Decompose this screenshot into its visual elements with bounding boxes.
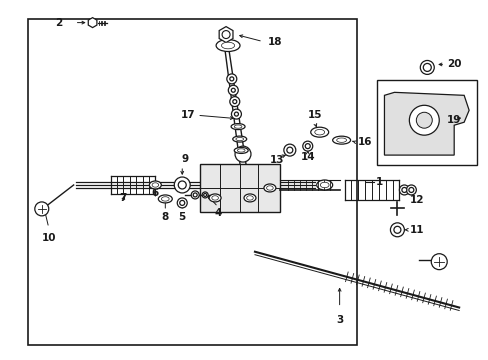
Ellipse shape	[152, 183, 158, 187]
Circle shape	[415, 112, 431, 128]
Ellipse shape	[234, 148, 248, 153]
Circle shape	[232, 100, 236, 104]
Text: 4: 4	[214, 208, 222, 218]
Ellipse shape	[314, 130, 324, 135]
Circle shape	[229, 96, 239, 107]
Circle shape	[222, 31, 229, 39]
Text: 6: 6	[151, 188, 159, 198]
Text: 10: 10	[41, 233, 56, 243]
Circle shape	[389, 223, 404, 237]
Ellipse shape	[235, 138, 243, 141]
Circle shape	[178, 181, 186, 189]
Polygon shape	[88, 18, 97, 28]
Ellipse shape	[336, 138, 346, 142]
Polygon shape	[384, 92, 468, 155]
Ellipse shape	[209, 194, 221, 202]
Text: 5: 5	[178, 212, 185, 222]
Text: 19: 19	[447, 115, 461, 125]
Circle shape	[399, 185, 408, 195]
Text: 9: 9	[182, 154, 188, 164]
Bar	[377, 80, 476, 165]
Circle shape	[286, 147, 292, 153]
Circle shape	[203, 193, 206, 197]
Ellipse shape	[332, 136, 350, 144]
Circle shape	[408, 188, 413, 193]
Polygon shape	[219, 27, 232, 42]
Ellipse shape	[316, 180, 332, 190]
Text: 1: 1	[375, 177, 382, 187]
Ellipse shape	[149, 181, 161, 189]
Circle shape	[420, 60, 433, 75]
Ellipse shape	[221, 42, 234, 49]
Ellipse shape	[211, 196, 218, 200]
Text: 16: 16	[357, 137, 371, 147]
Text: 7: 7	[119, 193, 126, 203]
Circle shape	[430, 254, 447, 270]
Text: 13: 13	[269, 155, 284, 165]
Circle shape	[423, 63, 430, 71]
Circle shape	[235, 146, 250, 162]
Circle shape	[202, 192, 208, 198]
Circle shape	[408, 105, 438, 135]
Ellipse shape	[158, 195, 172, 203]
Ellipse shape	[216, 40, 240, 51]
Circle shape	[283, 144, 295, 156]
Ellipse shape	[231, 123, 244, 130]
Text: 2: 2	[55, 18, 62, 28]
Circle shape	[406, 185, 415, 195]
Circle shape	[191, 191, 199, 199]
Circle shape	[228, 85, 238, 95]
Polygon shape	[422, 62, 431, 72]
Ellipse shape	[234, 125, 242, 128]
Circle shape	[35, 202, 49, 216]
Circle shape	[305, 144, 309, 149]
Text: 20: 20	[447, 59, 461, 69]
Ellipse shape	[266, 186, 273, 190]
Ellipse shape	[161, 197, 169, 201]
Circle shape	[177, 198, 187, 208]
Circle shape	[180, 201, 184, 206]
Circle shape	[302, 141, 312, 151]
Ellipse shape	[237, 149, 244, 152]
Circle shape	[401, 188, 406, 193]
Bar	[28, 19, 356, 345]
Circle shape	[234, 112, 238, 116]
Circle shape	[193, 193, 197, 197]
Ellipse shape	[264, 184, 275, 192]
Text: 18: 18	[267, 36, 282, 46]
Bar	[200, 164, 279, 212]
Ellipse shape	[310, 127, 328, 137]
Circle shape	[229, 77, 233, 81]
Text: 14: 14	[300, 152, 314, 162]
Text: 11: 11	[408, 225, 423, 235]
Text: 8: 8	[162, 212, 168, 222]
Ellipse shape	[232, 136, 246, 142]
Circle shape	[174, 177, 190, 193]
Text: 12: 12	[408, 195, 423, 205]
Ellipse shape	[244, 194, 255, 202]
Circle shape	[231, 88, 235, 92]
Text: 15: 15	[307, 110, 321, 120]
Circle shape	[393, 226, 400, 233]
Circle shape	[226, 74, 236, 84]
Circle shape	[231, 109, 241, 119]
Text: 3: 3	[335, 315, 343, 325]
Text: 17: 17	[180, 110, 195, 120]
Ellipse shape	[246, 196, 253, 200]
Ellipse shape	[320, 182, 328, 188]
